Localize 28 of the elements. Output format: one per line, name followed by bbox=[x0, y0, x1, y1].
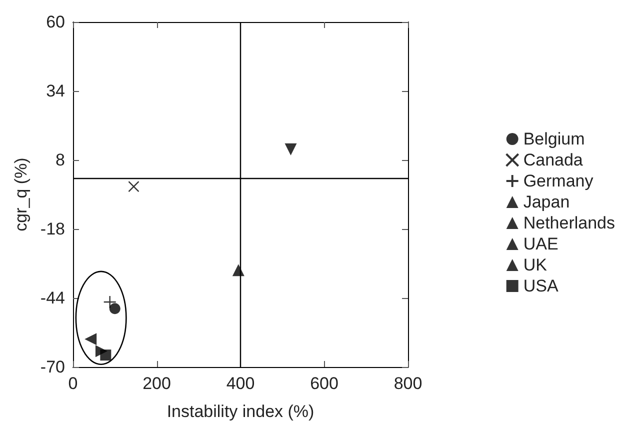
legend-label: Canada bbox=[523, 150, 584, 170]
legend-label: Germany bbox=[523, 172, 594, 190]
x-tick-label: 400 bbox=[226, 374, 255, 393]
point bbox=[128, 180, 140, 192]
x-tick-label: 200 bbox=[142, 374, 171, 393]
x-axis-title: Instability index (%) bbox=[166, 402, 314, 421]
y-tick-label: -44 bbox=[40, 288, 65, 308]
legend-label: Netherlands bbox=[523, 214, 616, 232]
y-tick-label: 8 bbox=[56, 150, 65, 170]
legend-label: Japan bbox=[523, 192, 570, 212]
y-axis-title: cgr_q (%) bbox=[12, 158, 31, 232]
point bbox=[103, 295, 116, 309]
point bbox=[284, 143, 297, 156]
legend-label: UAE bbox=[523, 234, 558, 254]
y-tick-label: 34 bbox=[46, 82, 65, 100]
x-tick-label: 0 bbox=[68, 374, 78, 393]
y-tick-label: 60 bbox=[46, 12, 65, 32]
point bbox=[100, 350, 112, 361]
x-tick-label: 600 bbox=[310, 374, 338, 393]
x-tick-label: 800 bbox=[394, 374, 422, 393]
legend-label: Belgium bbox=[523, 130, 585, 148]
legend-label: UK bbox=[523, 256, 548, 274]
point bbox=[109, 303, 120, 314]
point bbox=[232, 264, 244, 276]
point bbox=[84, 333, 97, 346]
y-tick-label: -18 bbox=[40, 220, 65, 238]
y-tick-label: -70 bbox=[40, 358, 65, 376]
legend-label: USA bbox=[523, 276, 559, 296]
